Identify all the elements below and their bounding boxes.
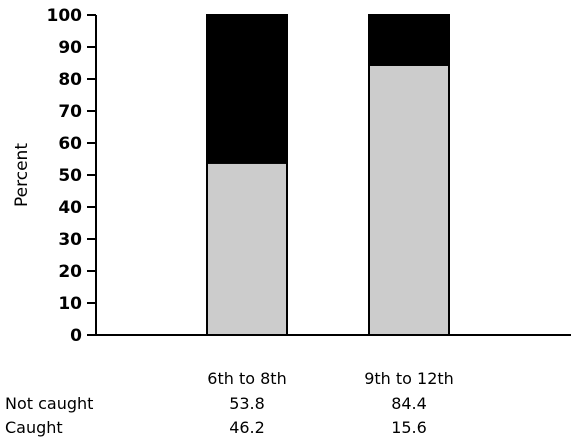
y-tick-label: 90: [58, 38, 82, 58]
bar-segment-not-caught-1: [206, 161, 288, 336]
y-tick-labels: 0 10 20 30 40 50 60 70 80 90 100: [47, 6, 96, 346]
y-tick-label: 70: [58, 102, 82, 122]
y-tick-label: 20: [58, 262, 82, 282]
table-row-label: Caught: [5, 418, 63, 437]
y-tick-label: 0: [70, 326, 82, 346]
y-tick-label: 30: [58, 230, 82, 250]
y-axis-title: Percent: [12, 143, 32, 207]
y-tick-label: 10: [58, 294, 82, 314]
y-tick-label: 50: [58, 166, 82, 186]
y-tick-label: 80: [58, 70, 82, 90]
bars: [206, 14, 450, 336]
table-cell: 15.6: [391, 418, 427, 437]
axes: [95, 15, 571, 336]
data-table: 6th to 8th 9th to 12th Not caught 53.8 84.4 C…: [5, 369, 454, 437]
y-tick-label: 40: [58, 198, 82, 218]
table-cell: 53.8: [229, 394, 265, 413]
table-cell: 84.4: [391, 394, 427, 413]
table-column-header: 6th to 8th: [207, 369, 286, 388]
bar-segment-caught-2: [368, 14, 450, 66]
bar-segment-caught-1: [206, 14, 288, 164]
y-tick-label: 100: [47, 6, 83, 26]
y-tick-label: 60: [58, 134, 82, 154]
table-row-label: Not caught: [5, 394, 93, 413]
table-column-header: 9th to 12th: [364, 369, 454, 388]
bar-segment-not-caught-2: [368, 63, 450, 336]
table-cell: 46.2: [229, 418, 265, 437]
